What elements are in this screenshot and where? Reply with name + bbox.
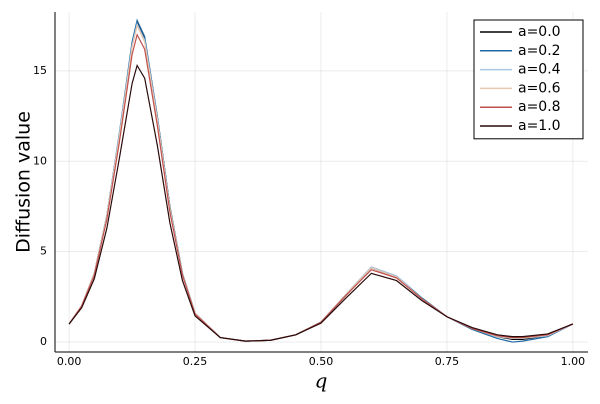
y-tick-label: 0	[40, 335, 47, 348]
y-tick-label: 5	[40, 245, 47, 258]
y-tick-label: 10	[33, 154, 47, 167]
x-tick-label: 0.50	[309, 355, 334, 368]
line	[68, 63, 574, 342]
y-tick-label: 15	[33, 64, 47, 77]
legend-label: a=0.4	[518, 62, 561, 78]
legend-label: a=0.6	[518, 80, 561, 96]
x-tick-label: 0.25	[183, 355, 208, 368]
x-tick-label: 0.00	[57, 355, 82, 368]
x-tick-label: 1.00	[561, 355, 586, 368]
legend-label: a=1.0	[518, 118, 561, 134]
y-axis-label: Diffusion value	[13, 111, 35, 253]
legend-label: a=0.2	[518, 43, 561, 59]
x-axis-label: q	[315, 369, 328, 393]
x-tick-label: 0.75	[435, 355, 460, 368]
legend-label: a=0.0	[518, 24, 561, 40]
legend-label: a=0.8	[518, 99, 561, 115]
legend-box	[473, 19, 584, 140]
